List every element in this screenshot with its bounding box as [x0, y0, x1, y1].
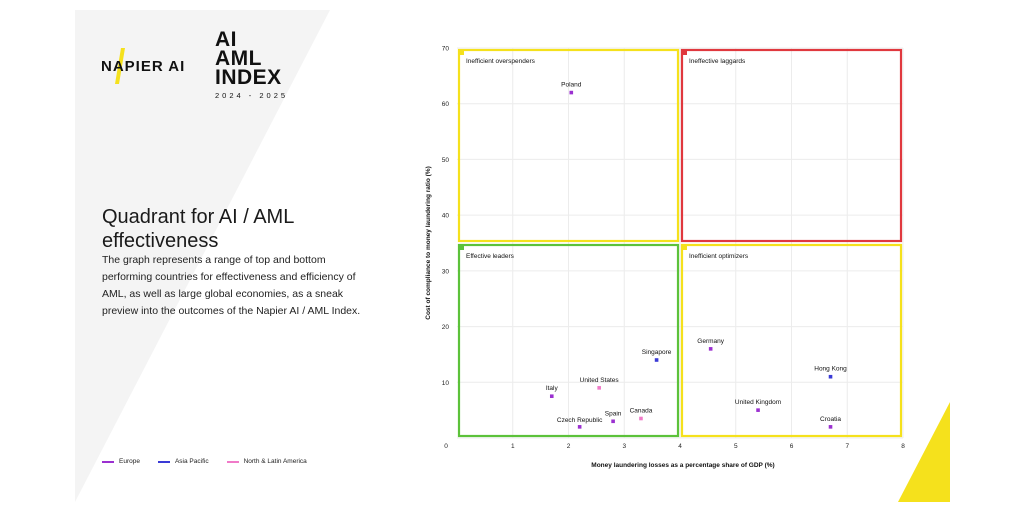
- x-tick-label-2: 2: [567, 443, 571, 450]
- quadrant-label-effective-leaders: Effective leaders: [466, 253, 515, 260]
- x-tick-label-3: 3: [622, 443, 626, 450]
- quadrant-inefficient-optimizers: [680, 243, 903, 438]
- index-logo-line-2: AML: [215, 47, 262, 70]
- index-years: 2024 - 2025: [215, 91, 289, 100]
- legend-label-europe: Europe: [119, 458, 140, 465]
- y-tick-label-60: 60: [442, 101, 450, 108]
- quadrant-effective-leaders: [457, 243, 680, 438]
- x-axis-label: Money laundering losses as a percentage …: [591, 462, 774, 469]
- data-point-croatia: [828, 425, 833, 429]
- napier-logo: NAPIER AI: [101, 48, 201, 88]
- data-point-spain: [611, 419, 615, 424]
- quadrant-ineffective-laggards: [680, 48, 903, 243]
- y-tick-label-30: 30: [442, 268, 450, 275]
- data-point-canada: [639, 416, 643, 421]
- data-label-czech-republic: Czech Republic: [557, 417, 603, 424]
- data-label-singapore: Singapore: [642, 349, 672, 356]
- description-text: The graph represents a range of top and …: [102, 254, 361, 317]
- aml-index-logo: AI AML INDEX 2024 - 2025: [215, 28, 305, 110]
- data-label-italy: Italy: [546, 385, 559, 392]
- y-tick-label-50: 50: [442, 157, 450, 164]
- legend-item-europe: Europe: [102, 458, 140, 465]
- data-label-croatia: Croatia: [820, 416, 841, 423]
- legend-label-americas: North & Latin America: [243, 458, 307, 465]
- quadrant-label-inefficient-overspenders: Inefficient overspenders: [466, 58, 536, 65]
- data-label-hong-kong: Hong Kong: [814, 366, 847, 373]
- data-point-italy: [549, 394, 554, 399]
- data-point-germany: [708, 347, 713, 351]
- x-tick-label-1: 1: [511, 443, 515, 450]
- napier-logo-text: NAPIER AI: [101, 58, 186, 75]
- quadrant-marker-effective-leaders: [458, 244, 464, 250]
- data-label-poland: Poland: [561, 82, 582, 89]
- legend-label-asia-pacific: Asia Pacific: [174, 458, 209, 465]
- legend-item-asia-pacific: Asia Pacific: [157, 458, 209, 465]
- quadrant-inefficient-overspenders: [457, 48, 680, 243]
- x-tick-label-4: 4: [678, 443, 682, 450]
- y-tick-label-10: 10: [442, 380, 450, 387]
- index-logo-line-1: AI: [215, 28, 237, 51]
- y-tick-label-40: 40: [442, 213, 450, 220]
- data-point-czech-republic: [577, 425, 582, 429]
- data-label-united-kingdom: United Kingdom: [735, 399, 781, 406]
- quadrant-label-ineffective-laggards: Ineffective laggards: [689, 58, 746, 65]
- data-point-united-states: [597, 386, 601, 390]
- index-logo-line-3: INDEX: [215, 66, 282, 89]
- page-title: Quadrant for AI / AML effectiveness: [102, 206, 294, 253]
- legend-item-americas: North & Latin America: [226, 458, 307, 465]
- x-tick-label-6: 6: [790, 443, 794, 450]
- data-label-germany: Germany: [697, 338, 724, 345]
- quadrant-marker-inefficient-overspenders: [458, 49, 464, 55]
- quadrant-marker-inefficient-optimizers: [681, 244, 687, 250]
- quadrant-marker-ineffective-laggards: [681, 49, 687, 55]
- quadrant-label-inefficient-optimizers: Inefficient optimizers: [689, 253, 749, 260]
- data-point-poland: [569, 90, 574, 95]
- x-tick-label-5: 5: [734, 443, 738, 450]
- y-tick-label-70: 70: [442, 46, 450, 53]
- legend-swatch-asia-pacific: [157, 460, 170, 463]
- yellow-corner-triangle: [898, 402, 950, 502]
- legend-swatch-europe: [102, 460, 114, 463]
- y-tick-label-20: 20: [442, 324, 450, 331]
- data-point-united-kingdom: [756, 408, 760, 412]
- data-point-hong-kong: [828, 374, 833, 379]
- data-point-singapore: [654, 358, 659, 362]
- data-label-canada: Canada: [630, 408, 653, 415]
- origin-tick-label: 0: [444, 443, 448, 450]
- x-tick-label-7: 7: [845, 443, 849, 450]
- legend-swatch-americas: [226, 460, 239, 463]
- napier-slash-icon: [115, 48, 125, 84]
- chart-legend: Europe Asia Pacific North & Latin Americ…: [102, 458, 307, 465]
- data-label-spain: Spain: [605, 410, 622, 417]
- y-axis-label: Cost of compliance to money laundering r…: [425, 166, 432, 320]
- x-tick-label-8: 8: [901, 443, 905, 450]
- data-label-united-states: United States: [580, 377, 620, 384]
